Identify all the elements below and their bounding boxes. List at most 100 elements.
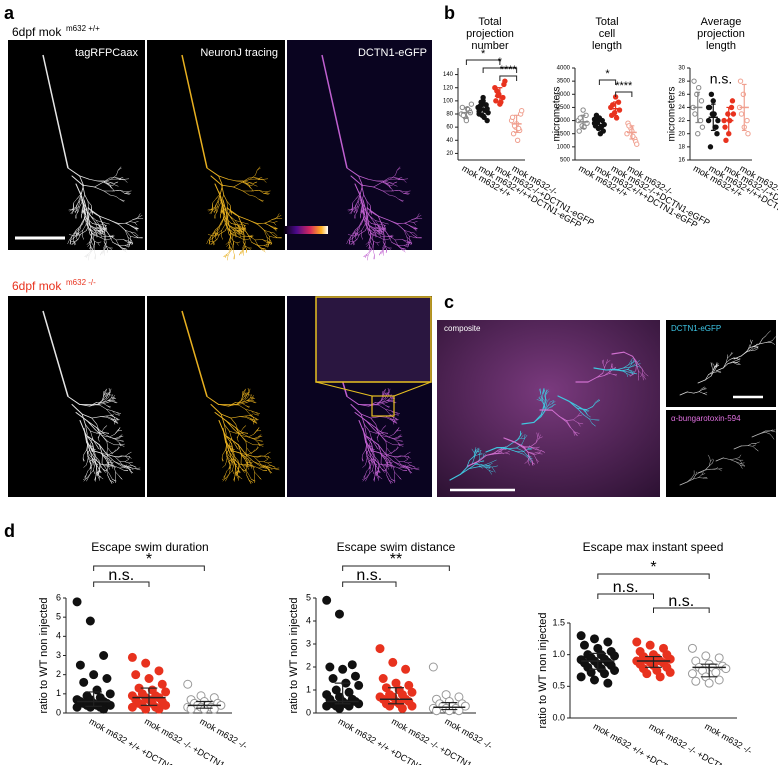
trace	[245, 441, 247, 448]
trace	[377, 469, 379, 474]
trace	[215, 223, 222, 231]
trace	[629, 374, 634, 377]
trace	[242, 403, 247, 407]
trace	[115, 439, 121, 441]
trace	[380, 427, 384, 432]
trace	[739, 454, 742, 458]
trace	[368, 223, 371, 233]
trace	[101, 427, 105, 432]
trace	[589, 418, 595, 421]
trace	[109, 460, 113, 466]
trace	[115, 196, 121, 200]
trace	[263, 461, 269, 464]
trace	[117, 167, 122, 171]
trace	[232, 249, 235, 256]
trace	[249, 413, 255, 418]
trace	[70, 210, 74, 214]
trace	[101, 431, 106, 434]
trace	[382, 425, 386, 429]
trace	[388, 479, 392, 484]
trace	[106, 222, 110, 225]
data-point	[428, 662, 438, 672]
trace	[392, 449, 396, 453]
trace	[248, 388, 251, 393]
trace	[97, 399, 103, 405]
traces	[42, 54, 423, 484]
trace	[363, 253, 368, 257]
trace	[249, 414, 253, 416]
trace	[76, 228, 80, 233]
trace	[103, 226, 106, 236]
data-point	[714, 675, 724, 685]
trace	[106, 447, 108, 453]
trace	[93, 453, 100, 461]
trace	[247, 452, 253, 455]
trace	[266, 465, 272, 467]
trace	[248, 219, 258, 224]
trace	[577, 422, 581, 427]
trace	[211, 208, 216, 210]
trace	[97, 232, 102, 235]
trace	[223, 253, 228, 257]
y-tick-label: 26	[678, 92, 685, 98]
trace	[258, 190, 264, 194]
trace	[385, 441, 387, 448]
trace	[112, 478, 116, 482]
trace	[687, 478, 694, 483]
trace	[71, 404, 83, 415]
trace	[124, 222, 131, 226]
trace	[218, 222, 222, 230]
trace	[467, 460, 480, 467]
trace	[577, 414, 583, 417]
significance: ****	[500, 64, 518, 76]
trace	[372, 249, 375, 256]
trace	[269, 231, 275, 234]
trace	[397, 224, 405, 231]
trace	[239, 228, 244, 233]
data-point	[102, 674, 112, 683]
data-point	[692, 111, 698, 117]
trace	[407, 462, 411, 466]
trace	[710, 458, 713, 462]
trace	[239, 251, 242, 255]
trace	[93, 470, 96, 475]
trace	[257, 456, 261, 458]
trace	[589, 418, 593, 424]
trace	[245, 408, 252, 412]
trace	[233, 442, 237, 447]
bracket	[342, 581, 397, 587]
significance: *	[146, 551, 152, 568]
trace	[240, 435, 247, 443]
trace	[103, 190, 111, 196]
inset-line	[393, 381, 432, 397]
y-axis-label: ratio to WT non injected	[288, 598, 300, 714]
trace	[691, 474, 695, 479]
trace	[388, 388, 391, 393]
trace	[614, 367, 624, 371]
trace	[380, 435, 389, 438]
trace	[114, 455, 122, 458]
trace	[389, 451, 393, 454]
data-point	[407, 701, 417, 711]
data-point	[711, 667, 721, 677]
trace	[253, 455, 261, 458]
trace	[762, 335, 767, 340]
trace	[96, 465, 100, 470]
data-point	[460, 112, 467, 119]
trace	[748, 346, 753, 349]
data-point	[687, 669, 697, 679]
data-point	[350, 671, 360, 681]
data-point	[154, 704, 164, 714]
trace	[113, 449, 117, 453]
trace	[83, 199, 89, 215]
trace	[477, 450, 481, 455]
data-point	[701, 651, 711, 661]
trace	[576, 407, 585, 416]
trace	[108, 400, 114, 402]
data-point	[99, 704, 109, 714]
trace	[226, 225, 233, 235]
trace	[372, 458, 375, 464]
trace	[86, 449, 90, 456]
trace	[385, 469, 390, 475]
